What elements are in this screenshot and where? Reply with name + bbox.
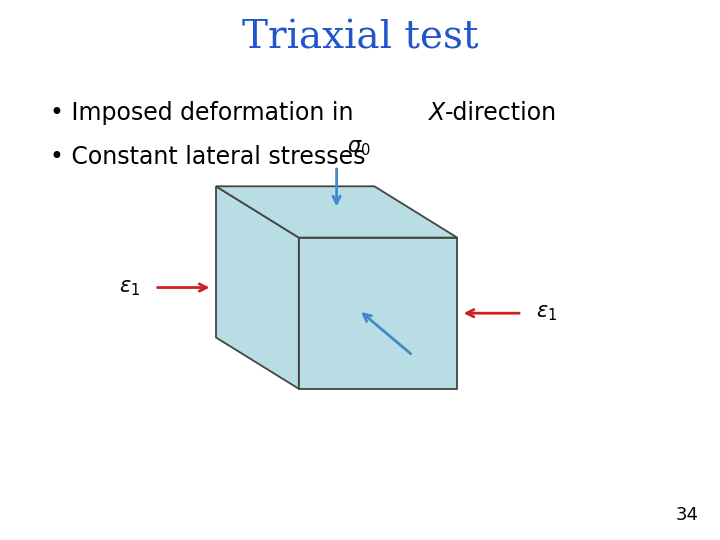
Text: $\sigma_0$: $\sigma_0$ xyxy=(420,366,444,386)
Text: $\varepsilon_1$: $\varepsilon_1$ xyxy=(536,303,557,323)
Text: • Imposed deformation in: • Imposed deformation in xyxy=(50,102,361,125)
Text: Triaxial test: Triaxial test xyxy=(242,19,478,56)
Text: $\sigma_0$: $\sigma_0$ xyxy=(348,138,371,158)
Polygon shape xyxy=(299,238,457,389)
Polygon shape xyxy=(216,186,299,389)
Text: X: X xyxy=(428,102,444,125)
Text: $\varepsilon_1$: $\varepsilon_1$ xyxy=(120,278,140,298)
Text: 34: 34 xyxy=(675,506,698,524)
Text: -direction: -direction xyxy=(445,102,557,125)
Text: • Constant lateral stresses: • Constant lateral stresses xyxy=(50,145,366,168)
Polygon shape xyxy=(216,186,457,238)
